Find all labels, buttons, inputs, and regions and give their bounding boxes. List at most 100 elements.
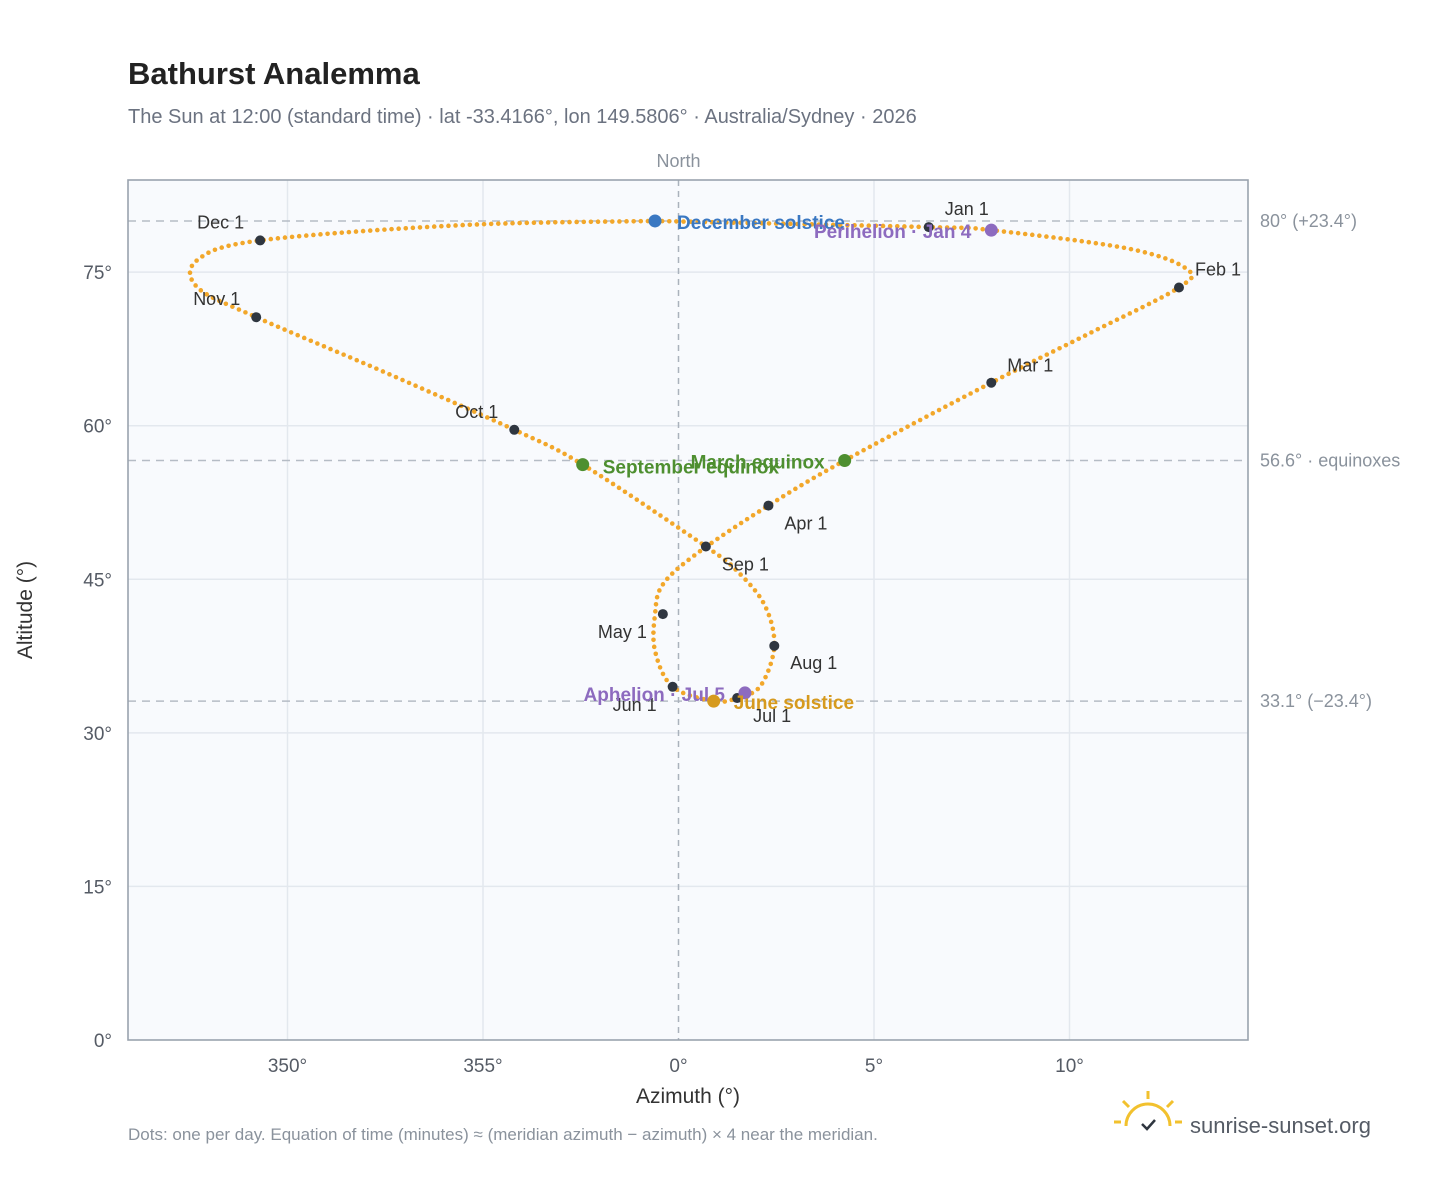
day-point bbox=[631, 218, 636, 224]
day-point bbox=[1076, 336, 1082, 342]
day-point bbox=[916, 224, 921, 230]
day-point bbox=[367, 228, 373, 233]
day-point bbox=[467, 222, 473, 228]
day-point bbox=[1146, 301, 1152, 307]
day-point bbox=[497, 421, 503, 426]
month-start-label: Jul 1 bbox=[753, 706, 791, 726]
day-point bbox=[837, 222, 843, 228]
day-point bbox=[1149, 251, 1155, 257]
day-point bbox=[660, 582, 666, 587]
day-point bbox=[669, 521, 675, 526]
day-point bbox=[756, 509, 762, 514]
chart-subtitle: The Sun at 12:00 (standard time) · lat -… bbox=[128, 106, 917, 128]
day-point bbox=[905, 424, 910, 429]
day-point bbox=[861, 447, 866, 453]
day-point bbox=[453, 223, 458, 228]
day-point bbox=[911, 421, 917, 426]
analemma-curve bbox=[187, 218, 1194, 704]
day-point bbox=[617, 219, 622, 224]
day-point bbox=[1135, 248, 1141, 253]
day-point bbox=[651, 623, 657, 628]
day-point bbox=[763, 606, 769, 611]
day-point bbox=[744, 516, 750, 522]
day-point bbox=[732, 524, 738, 530]
day-point bbox=[491, 418, 497, 423]
day-point bbox=[966, 225, 971, 231]
day-point bbox=[936, 407, 942, 413]
day-point bbox=[898, 427, 904, 433]
day-point bbox=[616, 485, 622, 491]
day-point bbox=[694, 695, 700, 700]
day-point bbox=[852, 223, 857, 228]
day-point bbox=[206, 250, 211, 255]
day-point bbox=[413, 383, 418, 389]
day-point bbox=[640, 501, 646, 506]
day-point bbox=[524, 220, 530, 226]
day-point bbox=[1022, 231, 1028, 237]
day-point bbox=[318, 232, 323, 237]
day-point bbox=[282, 327, 287, 332]
day-point bbox=[651, 644, 657, 650]
day-point bbox=[780, 493, 786, 499]
day-point bbox=[768, 619, 774, 625]
day-point bbox=[943, 404, 948, 410]
day-point bbox=[686, 557, 691, 563]
day-point bbox=[240, 240, 245, 246]
day-point bbox=[709, 540, 714, 546]
day-point bbox=[400, 377, 405, 383]
day-point bbox=[198, 288, 204, 293]
y-tick-label: 45° bbox=[83, 570, 112, 591]
day-point bbox=[962, 394, 967, 400]
day-point bbox=[296, 233, 302, 239]
day-point bbox=[738, 520, 744, 526]
day-point bbox=[697, 548, 703, 554]
month-start-marker bbox=[255, 235, 266, 246]
day-point bbox=[760, 599, 766, 605]
day-point bbox=[1121, 314, 1126, 319]
day-point bbox=[1037, 233, 1042, 239]
day-point bbox=[1038, 355, 1043, 361]
day-point bbox=[750, 513, 756, 518]
day-point bbox=[1079, 238, 1085, 244]
day-point bbox=[722, 699, 728, 704]
day-point bbox=[189, 277, 194, 282]
month-start-marker bbox=[923, 222, 934, 233]
day-point bbox=[652, 509, 657, 514]
day-point bbox=[552, 220, 558, 225]
day-point bbox=[602, 219, 608, 224]
day-point bbox=[974, 387, 980, 393]
day-point bbox=[503, 221, 508, 226]
day-point bbox=[210, 295, 216, 301]
day-point bbox=[460, 222, 465, 228]
grid bbox=[128, 180, 1248, 1040]
event-label: Aphelion · Jul 5 bbox=[584, 685, 726, 706]
day-point bbox=[675, 525, 681, 530]
month-start-label: Jun 1 bbox=[613, 695, 657, 715]
day-point bbox=[770, 654, 775, 660]
plot-area bbox=[128, 180, 1248, 1040]
day-point bbox=[1163, 256, 1168, 261]
day-point bbox=[688, 219, 693, 225]
day-point bbox=[495, 221, 501, 226]
day-point bbox=[622, 489, 628, 495]
day-point bbox=[811, 475, 817, 481]
sun-logo-icon bbox=[1114, 1091, 1182, 1131]
day-point bbox=[236, 307, 242, 312]
day-point bbox=[1063, 342, 1069, 348]
day-point bbox=[873, 441, 879, 446]
day-point bbox=[609, 219, 615, 224]
day-point bbox=[1018, 365, 1024, 370]
day-point bbox=[774, 497, 780, 503]
day-point bbox=[693, 537, 699, 542]
day-point bbox=[1187, 269, 1193, 275]
day-point bbox=[780, 221, 786, 227]
day-point bbox=[892, 431, 898, 436]
month-start-label: Feb 1 bbox=[1195, 260, 1241, 280]
day-point bbox=[944, 225, 950, 230]
day-point bbox=[269, 321, 274, 327]
month-start-label: Sep 1 bbox=[722, 555, 769, 575]
event-label: September equinox bbox=[603, 458, 780, 479]
day-point bbox=[347, 355, 353, 360]
day-point bbox=[752, 588, 758, 593]
day-point bbox=[867, 444, 873, 450]
